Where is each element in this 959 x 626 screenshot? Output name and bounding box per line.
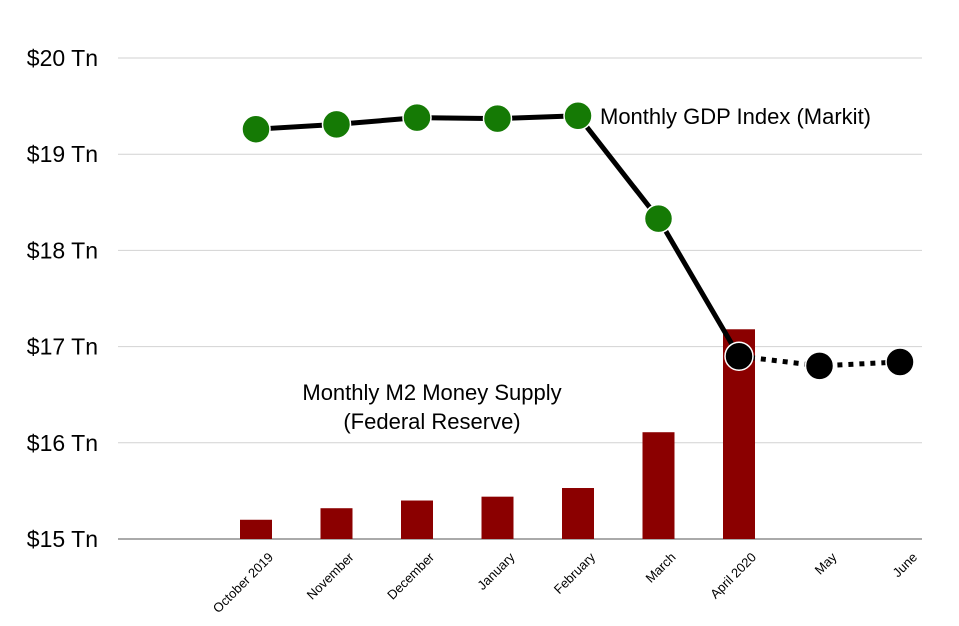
gdp-projection-point	[724, 341, 754, 371]
y-tick-label: $19 Tn	[27, 141, 98, 167]
y-tick-label: $18 Tn	[27, 237, 98, 263]
x-category-label: November	[304, 549, 357, 602]
x-axis-labels: October 2019 November December January Febru…	[210, 549, 920, 616]
m2-bars	[240, 329, 755, 539]
annotation-m2-line1: Monthly M2 Money Supply	[302, 380, 561, 405]
y-tick-label: $17 Tn	[27, 334, 98, 360]
x-category-label: February	[551, 549, 599, 597]
gdp-point	[241, 114, 271, 144]
x-category-label: June	[890, 550, 921, 581]
x-category-label: October 2019	[210, 550, 276, 616]
gdp-point	[402, 102, 432, 133]
gdp-projection-point	[885, 347, 915, 377]
m2-bar	[642, 432, 675, 539]
m2-bar	[562, 488, 594, 539]
y-tick-label: $20 Tn	[27, 45, 98, 71]
x-category-label: May	[812, 549, 840, 577]
gridlines	[118, 57, 922, 540]
y-tick-label: $15 Tn	[27, 526, 98, 552]
y-axis-ticks: $15 Tn $16 Tn $17 Tn $18 Tn $19 Tn $20 Tn	[27, 45, 98, 552]
gdp-projection-point	[804, 351, 835, 381]
m2-bar	[240, 519, 272, 539]
gdp-markers	[241, 100, 915, 381]
annotation-m2-line2: (Federal Reserve)	[343, 409, 520, 434]
gdp-line	[255, 113, 742, 358]
gdp-point	[321, 109, 352, 140]
gdp-point	[563, 100, 593, 131]
y-tick-label: $16 Tn	[27, 430, 98, 456]
m2-bar	[320, 508, 353, 539]
x-category-label: March	[642, 550, 678, 586]
gdp-lines	[255, 113, 901, 369]
x-category-label: January	[474, 549, 518, 593]
x-category-label: April 2020	[707, 550, 759, 602]
m2-bar	[481, 496, 514, 539]
annotations: Monthly GDP Index (Markit) Monthly M2 Mo…	[302, 104, 871, 434]
gdp-point	[482, 103, 513, 134]
annotation-gdp: Monthly GDP Index (Markit)	[600, 104, 871, 129]
gdp-point	[643, 203, 674, 234]
m2-bar	[401, 500, 433, 539]
x-category-label: December	[384, 549, 437, 602]
